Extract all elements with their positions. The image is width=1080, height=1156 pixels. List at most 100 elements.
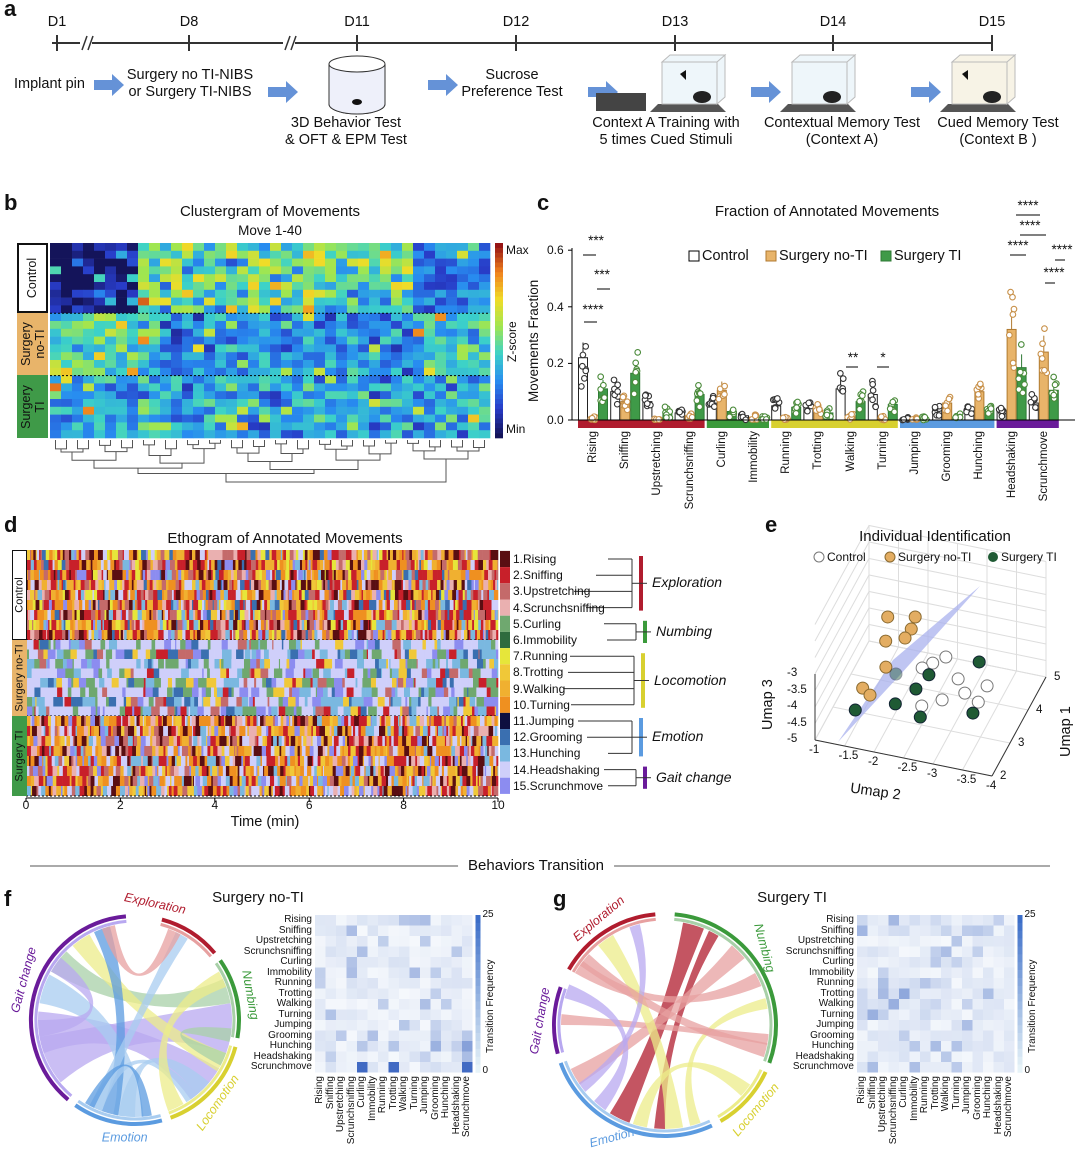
heatmap-cell xyxy=(138,344,150,353)
ethogram-segment xyxy=(57,766,60,776)
ethogram-segment xyxy=(332,766,337,776)
ethogram-segment xyxy=(27,610,31,620)
heatmap-cell xyxy=(171,375,183,384)
ethogram-segment xyxy=(415,726,421,736)
ethogram-segment xyxy=(70,649,72,659)
heatmap-cell xyxy=(215,391,227,400)
ethogram-segment xyxy=(225,620,229,630)
ethogram-segment xyxy=(479,706,487,716)
ethogram-segment xyxy=(324,590,330,600)
heatmap-cell xyxy=(116,313,128,322)
ethogram-segment xyxy=(461,560,468,570)
ethogram-segment xyxy=(233,668,238,678)
data-point xyxy=(771,405,779,412)
ethogram-segment xyxy=(179,726,184,736)
ethogram-segment xyxy=(260,706,266,716)
ethogram-segment xyxy=(132,746,137,756)
heatmap-cell xyxy=(281,313,293,322)
ethogram-segment xyxy=(50,649,56,659)
ethogram-segment xyxy=(336,746,341,756)
ethogram-segment xyxy=(235,590,241,600)
ethogram-segment xyxy=(406,668,412,678)
ethogram-segment xyxy=(71,786,76,796)
heatmap-cell xyxy=(270,391,282,400)
heatmap-cell xyxy=(391,406,403,415)
data-point xyxy=(1038,355,1046,362)
ethogram-segment xyxy=(296,600,301,610)
dendrogram-branch xyxy=(423,450,469,460)
heatmap-cell xyxy=(116,289,128,298)
ethogram-segment xyxy=(59,736,61,746)
ethogram-segment xyxy=(371,687,378,697)
ethogram-segment xyxy=(333,590,339,600)
ethogram-segment xyxy=(255,620,259,630)
ethogram-segment xyxy=(349,776,353,786)
heatmap-cell xyxy=(138,430,150,439)
colorbar-segment xyxy=(495,301,503,307)
heatmap-cell xyxy=(215,328,227,337)
ethogram-segment xyxy=(30,726,33,736)
ethogram-segment xyxy=(118,570,123,580)
ethogram-segment xyxy=(382,630,385,640)
heatmap-cell xyxy=(347,274,359,283)
heatmap-cell xyxy=(83,336,95,345)
ethogram-segment xyxy=(280,620,285,630)
ethogram-segment xyxy=(383,706,390,716)
heatmap-cell xyxy=(50,375,62,384)
ethogram-segment xyxy=(149,756,151,766)
ethogram-segment xyxy=(194,590,197,600)
ethogram-segment xyxy=(244,580,250,590)
heatmap-cell xyxy=(83,328,95,337)
ethogram-segment xyxy=(277,756,281,766)
ethogram-segment xyxy=(432,630,437,640)
ethogram-segment xyxy=(480,746,484,756)
ethogram-segment xyxy=(376,600,380,610)
ethogram-segment xyxy=(464,580,468,590)
ethogram-segment xyxy=(198,640,203,650)
ethogram-segment xyxy=(220,776,227,786)
ethogram-segment xyxy=(482,550,488,560)
ethogram-segment xyxy=(383,786,388,796)
ethogram-segment xyxy=(130,570,133,580)
ethogram-segment xyxy=(143,580,148,590)
heatmap-cell xyxy=(325,328,337,337)
ethogram-segment xyxy=(191,600,194,610)
ethogram-segment xyxy=(62,706,68,716)
ethogram-segment xyxy=(60,550,64,560)
ethogram-segment xyxy=(102,776,105,786)
heatmap-cell xyxy=(149,305,161,314)
ethogram-segment xyxy=(384,570,387,580)
ethogram-segment xyxy=(316,736,322,746)
heatmap-cell xyxy=(116,352,128,361)
ethogram-segment xyxy=(247,678,255,688)
ethogram-segment xyxy=(372,560,376,570)
ethogram-segment xyxy=(247,590,252,600)
ethogram-segment xyxy=(188,746,192,756)
ethogram-segment xyxy=(478,746,481,756)
ethogram-segment xyxy=(171,580,176,590)
ethogram-segment xyxy=(123,659,131,669)
ethogram-segment xyxy=(103,716,109,726)
ethogram-segment xyxy=(400,706,403,716)
heatmap-cell xyxy=(259,360,271,369)
ethogram-segment xyxy=(76,697,83,707)
ethogram-segment xyxy=(236,766,238,776)
ethogram-segment xyxy=(183,600,186,610)
ethogram-segment xyxy=(343,610,350,620)
heatmap-cell xyxy=(160,274,172,283)
ethogram-segment xyxy=(198,697,203,707)
ethogram-segment xyxy=(353,687,362,697)
ethogram-segment xyxy=(301,600,305,610)
ethogram-segment xyxy=(300,716,306,726)
ethogram-segment xyxy=(268,649,276,659)
ethogram-segment xyxy=(444,570,447,580)
ethogram-segment xyxy=(472,706,475,716)
ethogram-segment xyxy=(122,697,125,707)
heatmap-cell xyxy=(292,430,304,439)
ethogram-segment xyxy=(326,697,331,707)
ethogram-segment xyxy=(108,726,112,736)
ethogram-segment xyxy=(269,776,275,786)
ethogram-segment xyxy=(461,756,467,766)
ethogram-segment xyxy=(185,659,189,669)
ethogram-segment xyxy=(329,776,333,786)
